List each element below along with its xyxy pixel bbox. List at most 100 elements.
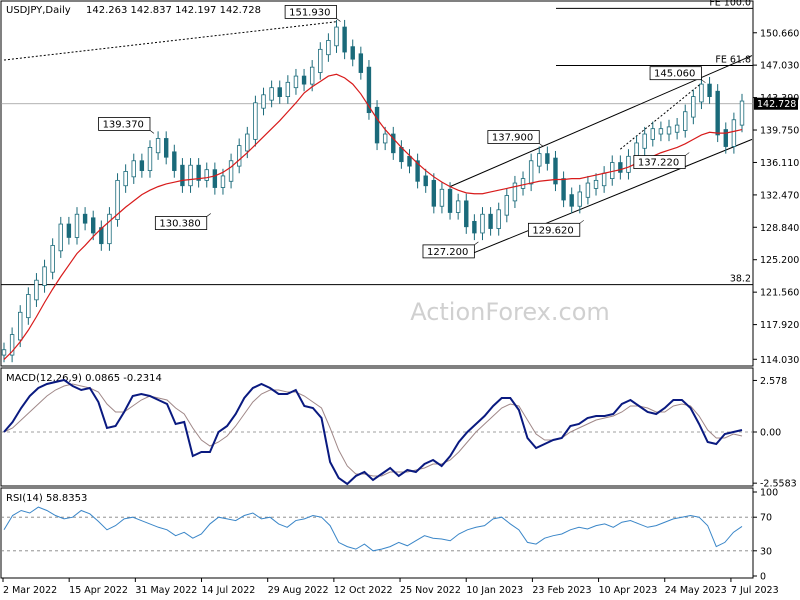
candle-body [553,157,558,185]
candle-body [350,46,355,60]
date-tick-label: 12 Oct 2022 [334,585,393,596]
candle-body [342,26,347,53]
rsi-panel-frame [0,487,754,579]
candle-body [236,145,242,167]
rsi-tick-label: 70 [760,513,772,524]
candle-body [391,133,396,154]
swing-label-box [284,5,337,19]
price-tick-label: 114.030 [760,355,799,366]
candle-body [163,138,169,158]
swing-label: 137.220 [638,158,679,169]
candle-body [204,169,209,181]
candle-body [488,213,493,229]
candle-body [196,164,201,181]
candle-body [731,119,737,147]
swing-label-leader [701,79,706,83]
candle-body [512,182,518,202]
candle-body [374,106,380,144]
candle-body [561,178,566,201]
candle-body [334,26,339,47]
candle-body [172,151,177,171]
candle-body [188,164,193,187]
rsi-tick-label: 100 [760,488,778,499]
date-tick-label: 10 Apr 2023 [599,585,658,596]
date-tick-label: 14 Jul 2022 [202,585,256,596]
candle-body [674,124,680,133]
macd-main-line [3,378,743,486]
macd-tick-label: -2.5583 [760,479,797,490]
swing-label-box [422,244,475,259]
candle-body [464,200,469,228]
macd-panel-frame [0,367,754,487]
fib-level-label: FE 100.0 [709,0,751,8]
candle-body [285,81,291,97]
candle-body [42,266,47,286]
price-tick-label: 150.660 [760,28,799,39]
candle-body [439,188,445,207]
date-tick-label: 25 Nov 2022 [400,585,461,596]
price-tick-label: 132.470 [760,190,799,201]
candle-body [155,138,161,154]
candle-body [739,100,745,126]
candle-body [642,133,647,149]
price-tick-label: 147.030 [760,61,799,72]
swing-label-box [649,66,702,81]
swing-label-leader [206,213,211,217]
chart-ohlc: 142.263 142.837 142.197 142.728 [86,5,261,16]
candle-body [520,178,526,189]
swing-label-leader [685,152,690,156]
candle-body [593,179,599,189]
candle-body [382,133,388,144]
rsi-tick-label: 30 [760,546,772,557]
candle-body [610,162,615,179]
candle-body [91,217,96,234]
candle-body [358,53,364,73]
price-panel-frame [0,0,754,367]
candle-body [131,160,136,178]
candle-body [26,294,31,319]
candle-body [545,153,550,164]
candle-body [537,153,542,167]
macd-tick-label: 2.578 [760,376,787,387]
macd-title: MACD(12,26,9) 0.0865 -0.2314 [6,373,162,384]
candle-body [147,146,153,171]
swing-label-box [154,216,208,230]
channel-upper [449,55,753,188]
dotted-trendline [3,21,337,61]
swing-label: 145.060 [654,69,695,80]
candle-body [528,160,534,185]
candle-body [683,111,688,131]
candle-body [261,94,266,109]
candle-body [366,66,372,114]
fib-level-label: FE 61.8 [715,54,751,65]
candle-body [82,213,88,224]
macd-tick-label: 0.00 [760,428,781,439]
candle-body [253,102,258,140]
candle-body [9,334,15,356]
date-tick-label: 29 Aug 2022 [268,585,329,596]
last-price-value: 142.728 [757,99,796,110]
last-price-tag [754,97,798,110]
date-tick-label: 24 May 2023 [665,585,727,596]
watermark: ActionForex.com [410,298,610,326]
candle-body [715,90,720,136]
price-axis: 150.660147.030143.390139.750136.110132.4… [753,28,799,366]
candle-body [423,175,428,187]
swing-label: 139.370 [103,119,144,130]
candle-body [455,200,461,213]
candle-body [139,160,145,171]
swing-label-leader [474,241,479,246]
candle-body [115,179,120,221]
date-axis: 2 Mar 2022 15 Apr 2022 31 May 2022 14 Jul 2… [2,578,779,596]
price-tick-label: 117.920 [760,320,799,331]
rsi-line [1,506,753,552]
swing-label-leader [149,130,155,134]
candle-body [123,171,128,187]
fib-level-label: 38.2 [730,274,751,285]
price-tick-label: 128.840 [760,223,799,234]
candle-body [658,128,664,135]
candle-body [74,213,80,238]
swing-label-leader [539,143,544,147]
candle-body [18,311,23,341]
date-tick-label: 31 May 2022 [135,585,197,596]
